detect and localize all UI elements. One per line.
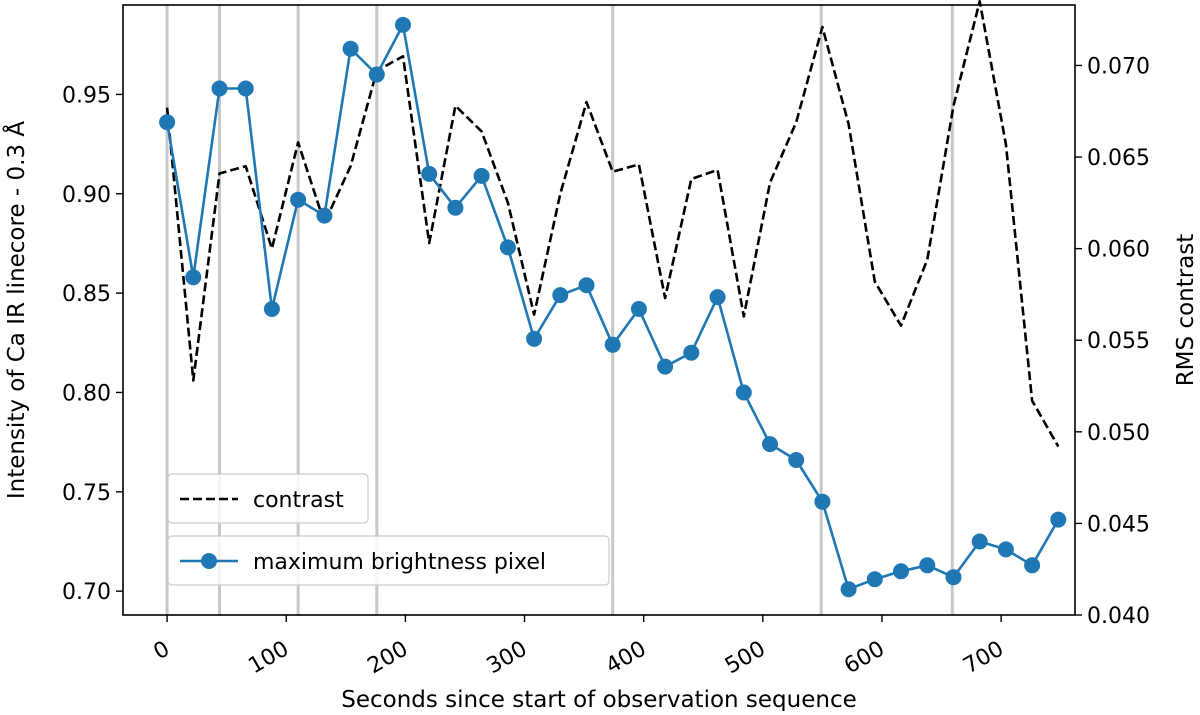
data-point-maximum-brightness-pixel-8 (368, 66, 385, 83)
y-axis-right-label: RMS contrast (1173, 234, 1199, 387)
y-right-tick-label-3: 0.055 (1087, 329, 1150, 354)
x-axis: 0 100 200 300 400 500 600 700 (149, 615, 1008, 679)
y-axis-left-label: Intensity of Ca IR linecore - 0.3 Å (2, 121, 30, 500)
data-point-maximum-brightness-pixel-11 (447, 199, 464, 216)
data-point-maximum-brightness-pixel-24 (788, 452, 805, 468)
y-right-tick-label-6: 0.070 (1087, 54, 1150, 79)
y-left-tick-label-1: 0.75 (62, 481, 111, 506)
data-point-maximum-brightness-pixel-0 (159, 114, 176, 131)
data-point-maximum-brightness-pixel-30 (945, 569, 962, 586)
legend-box-contrast: contrast (167, 473, 369, 524)
x-tick-label-4: 400 (602, 637, 651, 680)
x-tick-label-0: 0 (149, 637, 174, 666)
data-point-maximum-brightness-pixel-16 (578, 277, 595, 294)
legend-box-maximum-brightness-pixel: maximum brightness pixel (167, 535, 610, 586)
y-left-tick-label-0: 0.70 (62, 580, 111, 605)
y-right-tick-label-5: 0.065 (1087, 146, 1150, 171)
data-point-maximum-brightness-pixel-15 (552, 287, 569, 304)
data-point-maximum-brightness-pixel-29 (919, 557, 936, 574)
series-layer (159, 0, 1067, 598)
x-tick-label-3: 300 (483, 637, 532, 680)
y-left-tick-label-4: 0.90 (62, 183, 111, 208)
x-axis-label: Seconds since start of observation seque… (341, 687, 857, 711)
data-point-maximum-brightness-pixel-22 (735, 384, 752, 401)
legend-label-contrast: contrast (253, 488, 344, 513)
data-point-maximum-brightness-pixel-34 (1050, 511, 1067, 528)
data-point-maximum-brightness-pixel-10 (421, 165, 438, 182)
data-point-maximum-brightness-pixel-5 (290, 191, 307, 208)
y-right-tick-label-2: 0.050 (1087, 421, 1150, 446)
data-point-maximum-brightness-pixel-21 (709, 289, 726, 306)
data-point-maximum-brightness-pixel-9 (395, 16, 411, 33)
data-point-maximum-brightness-pixel-32 (997, 541, 1014, 558)
data-point-maximum-brightness-pixel-6 (316, 207, 333, 224)
vertical-reference-lines (165, 5, 954, 615)
data-point-maximum-brightness-pixel-19 (657, 358, 674, 375)
data-point-maximum-brightness-pixel-28 (893, 563, 909, 580)
data-point-maximum-brightness-pixel-4 (263, 301, 280, 317)
data-point-maximum-brightness-pixel-13 (499, 239, 516, 256)
series-line-contrast (165, 0, 1060, 448)
plot-frame (122, 4, 1076, 616)
data-point-maximum-brightness-pixel-1 (185, 269, 202, 286)
legend-swatch-max-marker (201, 553, 217, 569)
data-point-maximum-brightness-pixel-18 (630, 301, 647, 317)
data-point-maximum-brightness-pixel-25 (814, 493, 831, 510)
data-point-maximum-brightness-pixel-33 (1024, 557, 1041, 574)
y-axis-left: 0.70 0.75 0.80 0.85 0.90 0.95 (62, 83, 123, 605)
y-axis-right: 0.040 0.045 0.050 0.055 0.060 0.065 0.070 (1075, 54, 1150, 629)
y-right-tick-label-0: 0.040 (1087, 604, 1150, 629)
x-tick-label-6: 600 (840, 637, 889, 680)
y-left-tick-label-5: 0.95 (62, 83, 111, 108)
x-tick-label-1: 100 (244, 637, 293, 680)
data-point-maximum-brightness-pixel-14 (526, 330, 543, 347)
x-tick-label-7: 700 (959, 637, 1008, 680)
data-point-maximum-brightness-pixel-26 (840, 581, 857, 598)
y-left-tick-label-3: 0.85 (62, 282, 111, 307)
data-point-maximum-brightness-pixel-12 (473, 167, 490, 184)
y-right-tick-label-4: 0.060 (1087, 238, 1150, 263)
data-point-maximum-brightness-pixel-20 (683, 344, 700, 361)
legend-label-maximum-brightness-pixel: maximum brightness pixel (253, 550, 546, 575)
x-tick-label-5: 500 (721, 637, 770, 680)
data-point-maximum-brightness-pixel-27 (866, 571, 883, 588)
data-point-maximum-brightness-pixel-7 (342, 40, 359, 57)
y-right-tick-label-1: 0.045 (1087, 512, 1150, 537)
data-point-maximum-brightness-pixel-3 (237, 80, 254, 97)
y-left-tick-label-2: 0.80 (62, 381, 111, 406)
data-point-maximum-brightness-pixel-31 (971, 533, 988, 550)
data-point-maximum-brightness-pixel-23 (762, 436, 778, 453)
data-point-maximum-brightness-pixel-2 (211, 80, 228, 97)
x-tick-label-2: 200 (364, 637, 413, 680)
data-point-maximum-brightness-pixel-17 (604, 336, 621, 353)
